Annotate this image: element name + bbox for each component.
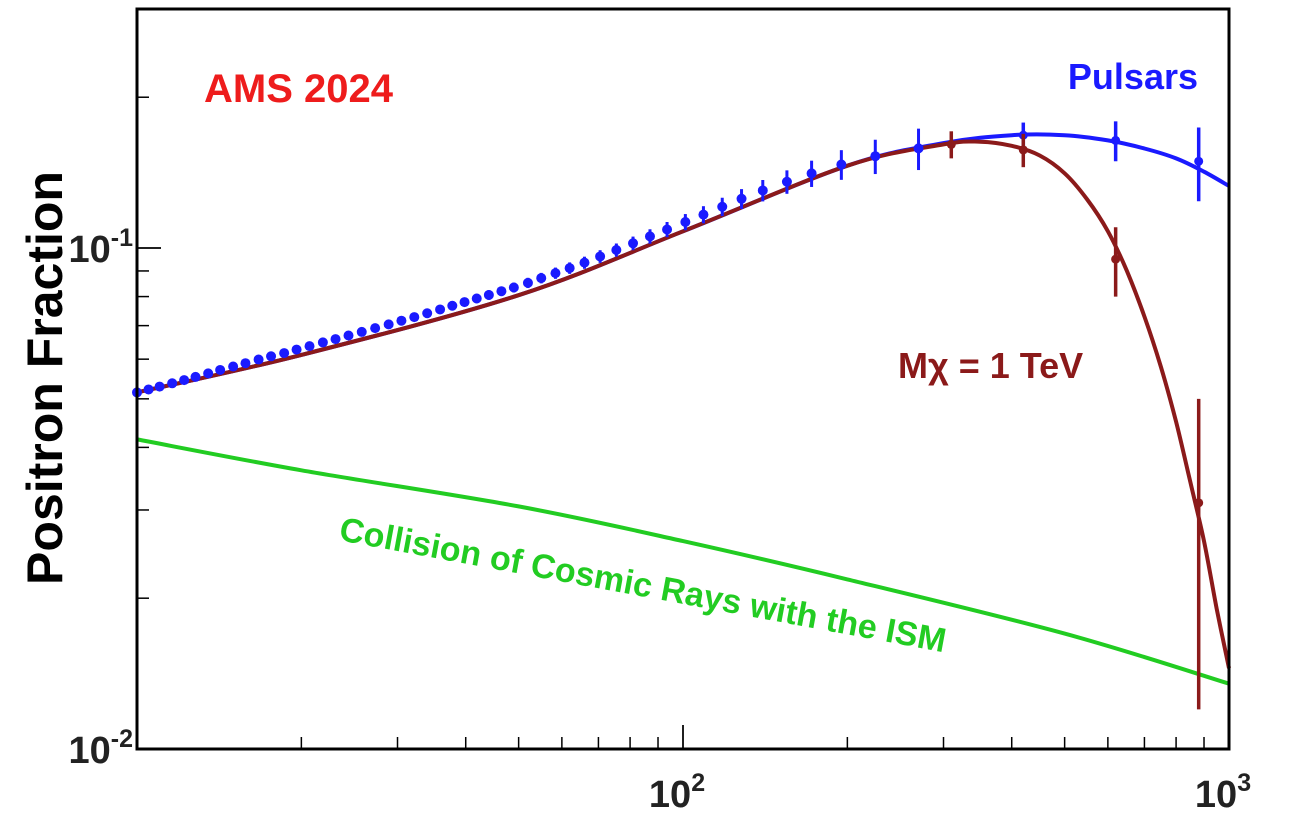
- data-point: [870, 151, 881, 162]
- data-point: [383, 319, 394, 330]
- axis-ticks: [136, 96, 1230, 750]
- data-point: [409, 312, 420, 323]
- projection-point: [1111, 135, 1121, 145]
- data-point: [736, 193, 747, 204]
- data-point: [508, 282, 519, 293]
- data-point: [179, 375, 190, 386]
- dark-matter-label: Mχ = 1 TeV: [898, 345, 1083, 386]
- data-point: [447, 300, 458, 311]
- tick-labels: 102 103 10-2 10-1: [68, 224, 1251, 816]
- data-point: [370, 323, 381, 334]
- data-point: [536, 273, 547, 284]
- projection-point: [946, 139, 956, 149]
- data-point: [757, 185, 768, 196]
- x-tick-label: 103: [1195, 769, 1251, 816]
- data-point: [698, 209, 709, 220]
- data-point: [356, 326, 367, 337]
- data-point: [396, 315, 407, 326]
- projection-point: [1194, 498, 1204, 508]
- data-point: [628, 238, 639, 249]
- data-point: [304, 341, 315, 352]
- data-point: [330, 334, 341, 345]
- data-point: [215, 364, 226, 375]
- y-tick-label: 10-1: [68, 224, 133, 271]
- data-point: [644, 231, 655, 242]
- data-point: [662, 224, 673, 235]
- data-point: [471, 293, 482, 304]
- data-point: [343, 330, 354, 341]
- plot-frame: [135, 7, 1231, 751]
- data-point: [167, 378, 178, 389]
- data-point: [564, 263, 575, 274]
- data-point: [279, 348, 290, 359]
- curve-collision-of-cosmic-rays-with-the-ism: [136, 437, 1230, 686]
- data-point: [143, 384, 154, 395]
- data-point: [496, 286, 507, 297]
- data-point: [291, 344, 302, 355]
- data-point: [522, 277, 533, 288]
- model-curves: [136, 132, 1231, 686]
- x-tick-label: 102: [649, 769, 705, 816]
- data-point: [253, 354, 264, 365]
- data-point: [154, 381, 165, 392]
- data-point: [422, 308, 433, 319]
- data-point: [550, 268, 561, 279]
- data-point: [611, 244, 622, 255]
- projection-point: [1018, 145, 1028, 155]
- curve-m-1-tev: [136, 139, 1231, 669]
- data-point: [240, 358, 251, 369]
- data-point: [266, 351, 277, 362]
- y-tick-label: 10-2: [68, 725, 133, 772]
- data-point: [717, 201, 728, 212]
- data-point: [203, 368, 214, 379]
- data-point: [595, 251, 606, 262]
- data-point: [579, 257, 590, 268]
- data-point: [781, 176, 792, 187]
- data-points: [132, 121, 1204, 710]
- pulsars-label: Pulsars: [1068, 56, 1198, 97]
- data-point: [806, 168, 817, 179]
- y-axis-label: Positron Fraction: [17, 171, 73, 585]
- data-point: [190, 371, 201, 382]
- data-point: [836, 159, 847, 170]
- projection-point: [1111, 254, 1121, 264]
- data-point: [459, 297, 470, 308]
- data-point: [680, 217, 691, 228]
- data-point: [228, 361, 239, 372]
- data-point: [317, 337, 328, 348]
- data-point: [483, 289, 494, 300]
- ams-2024-label: AMS 2024: [204, 67, 394, 111]
- data-point: [435, 304, 446, 315]
- data-point: [913, 143, 924, 154]
- projection-point: [1194, 156, 1204, 166]
